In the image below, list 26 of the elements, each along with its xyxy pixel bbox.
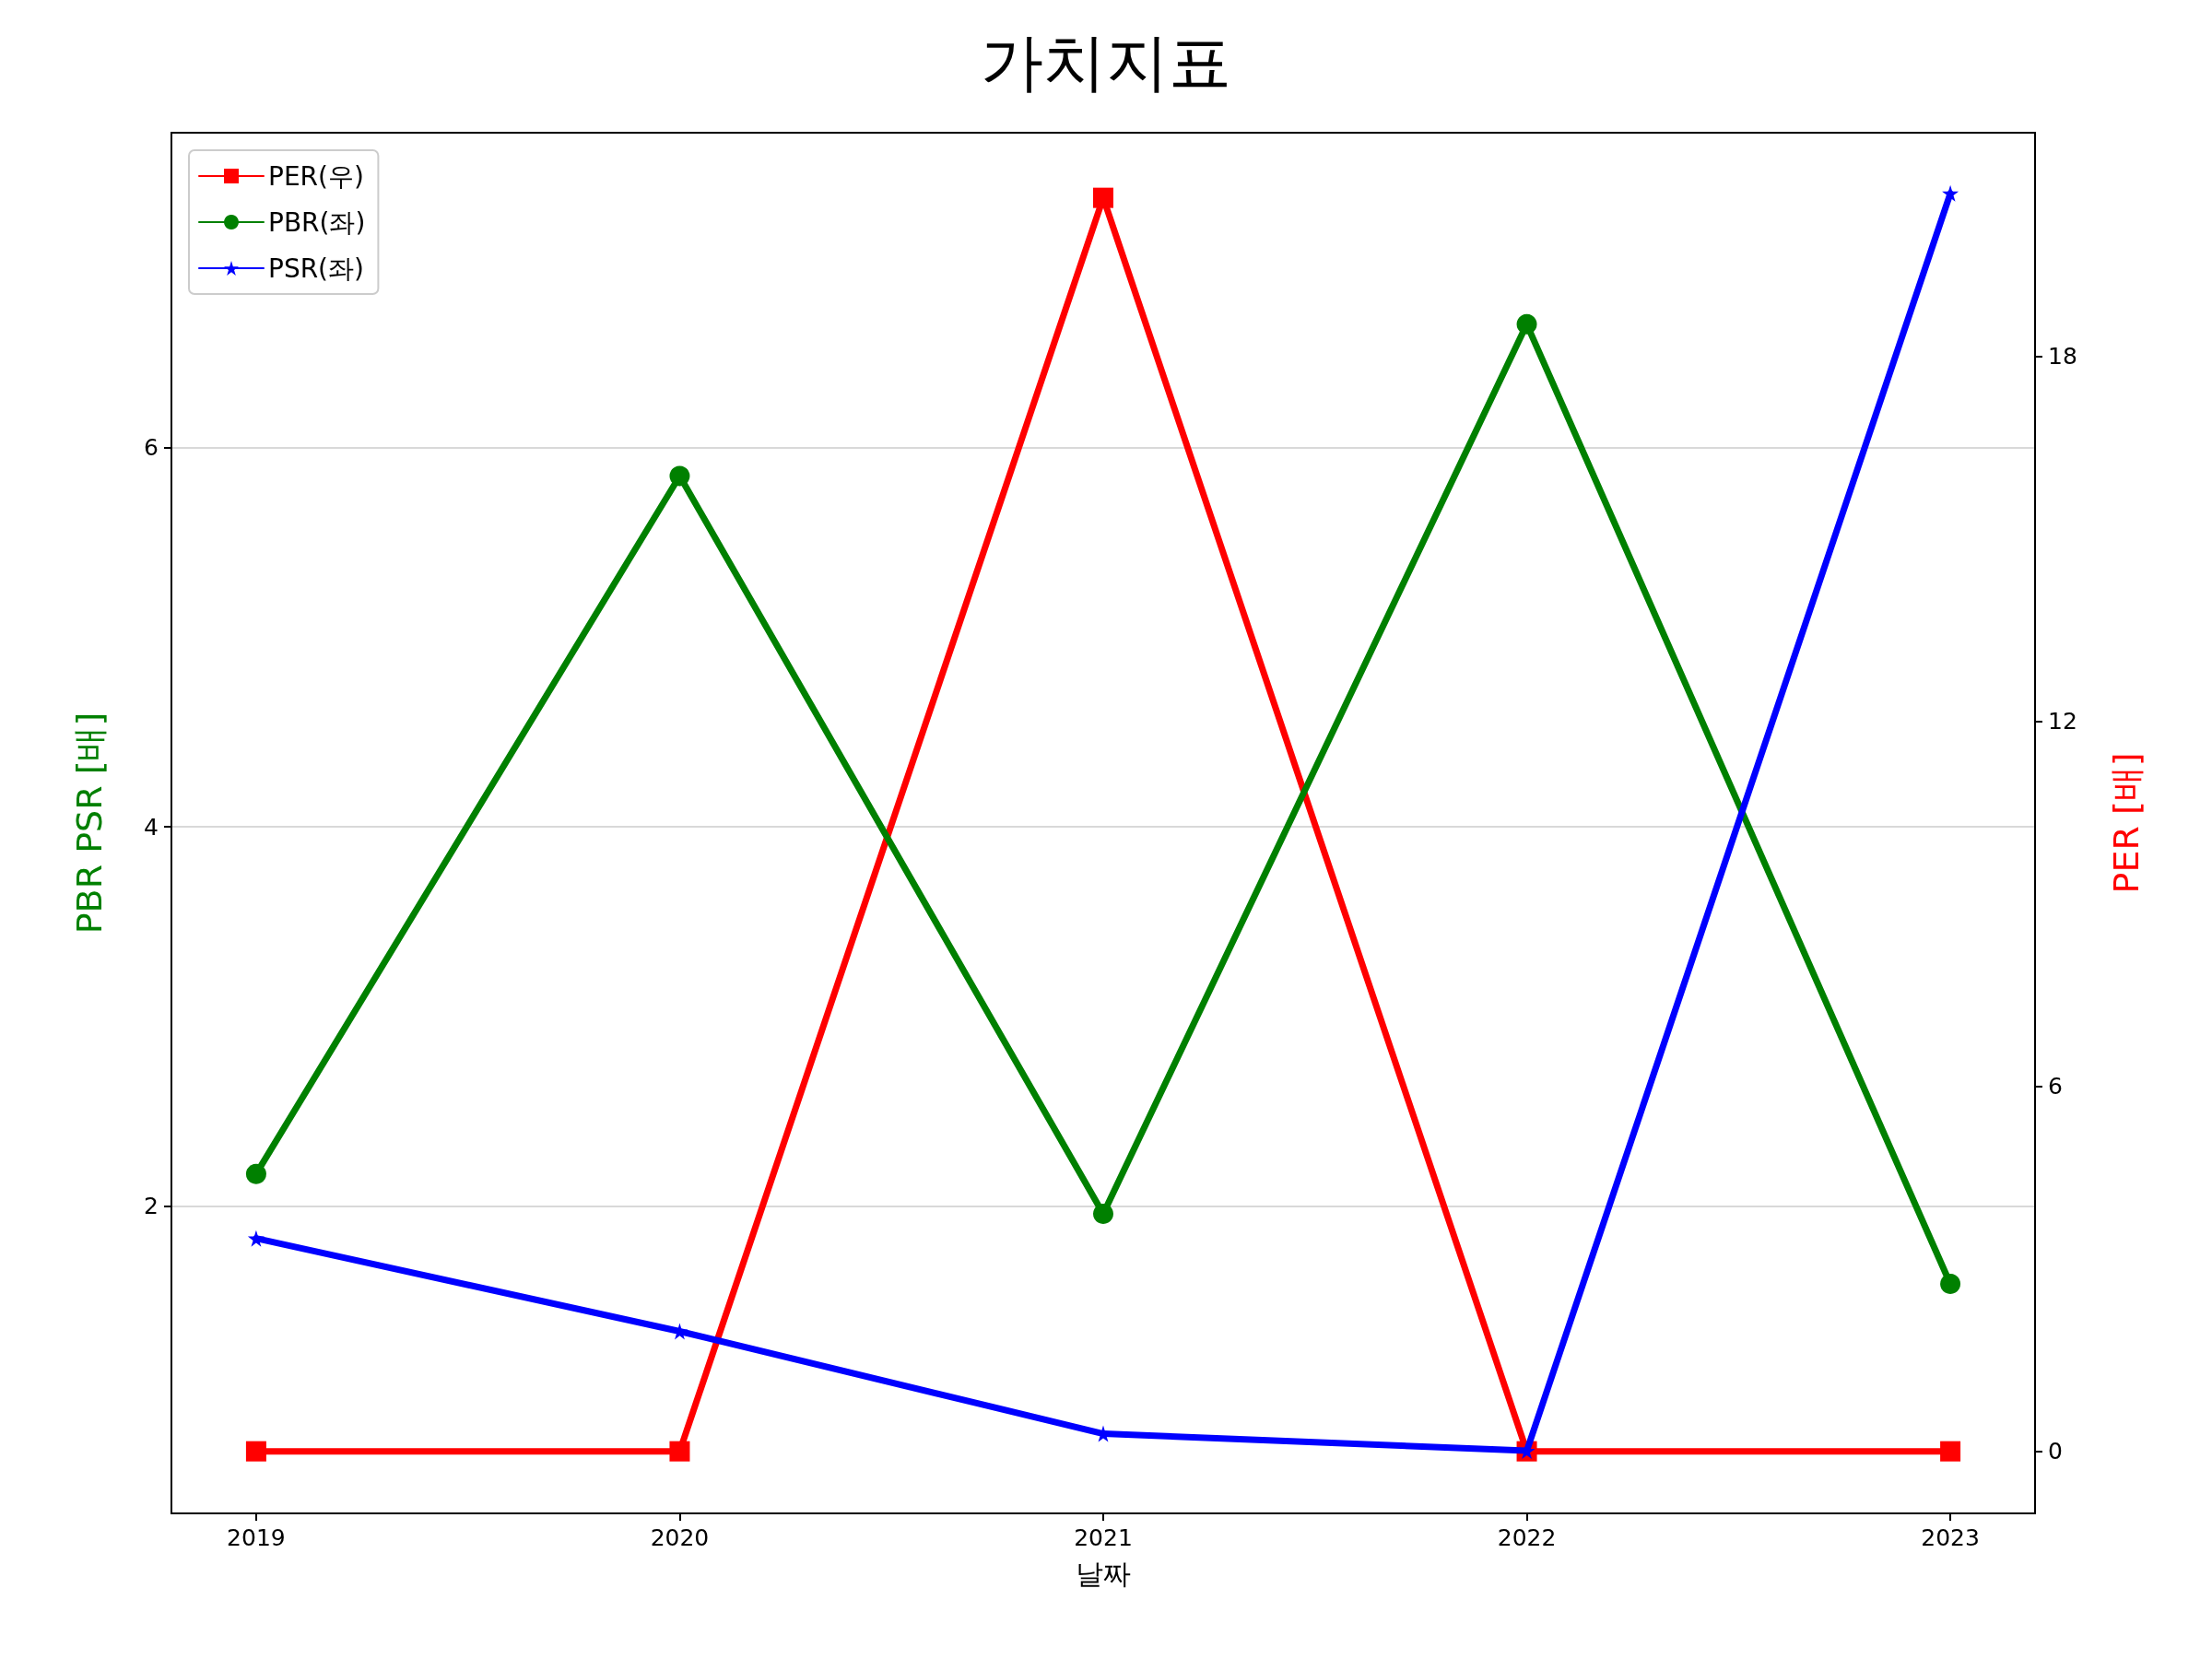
x-tick-label: 2022 — [1497, 1524, 1557, 1551]
x-axis-title: 날짜 — [1076, 1557, 1131, 1590]
point — [669, 465, 690, 487]
chart-title: 가치지표 — [981, 25, 1231, 99]
point — [245, 1163, 266, 1184]
legend-label: PSR(좌) — [268, 253, 364, 284]
y-tick-label: 4 — [144, 813, 159, 841]
point — [1942, 184, 1959, 202]
point — [1940, 1274, 1961, 1295]
y-axis-title: PBR PSR [배] — [69, 712, 110, 935]
point — [1516, 313, 1537, 335]
y2-tick-label: 12 — [2048, 707, 2077, 735]
x-tick-label: 2021 — [1074, 1524, 1133, 1551]
y2-tick-label: 6 — [2048, 1073, 2063, 1100]
y-tick-label: 2 — [144, 1193, 159, 1220]
x-tick-label: 2023 — [1921, 1524, 1980, 1551]
y-tick-label: 6 — [144, 434, 159, 462]
x-tick-label: 2019 — [227, 1524, 286, 1551]
legend-label: PBR(좌) — [268, 206, 366, 238]
y2-axis-title: PER [배] — [2106, 752, 2147, 894]
y2-tick-label: 0 — [2048, 1438, 2063, 1465]
y2-tick-label: 18 — [2048, 342, 2077, 370]
point — [1093, 1203, 1113, 1224]
point — [247, 1230, 265, 1247]
legend-label: PER(우) — [268, 160, 364, 192]
x-tick-label: 2020 — [650, 1524, 710, 1551]
